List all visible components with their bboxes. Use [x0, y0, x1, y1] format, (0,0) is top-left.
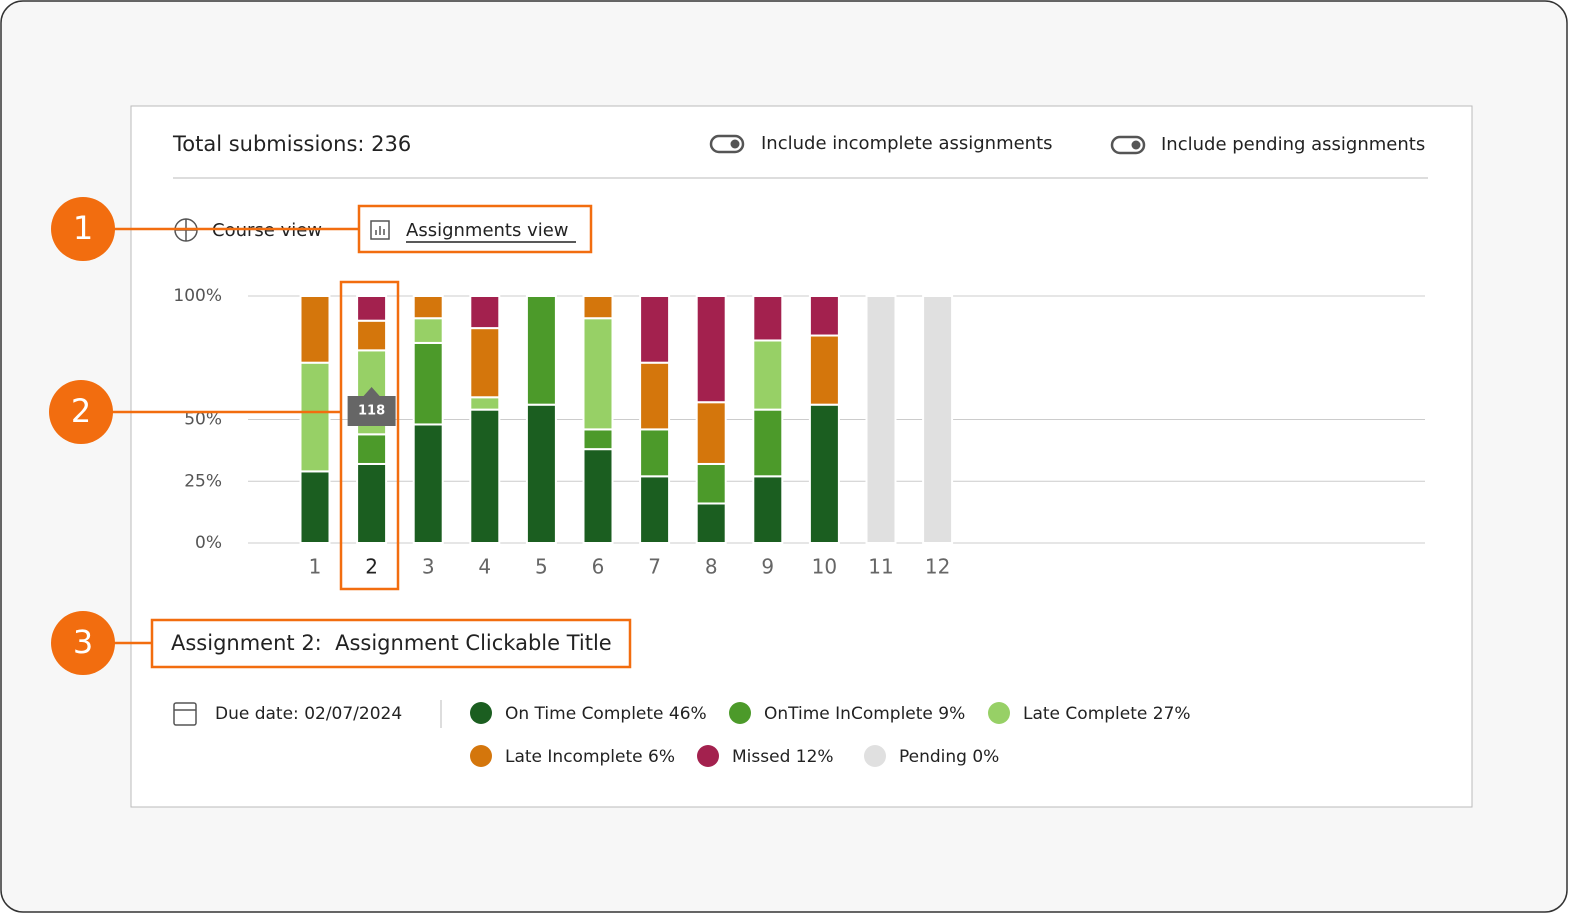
toggle[interactable] — [709, 134, 745, 154]
bar-segment — [808, 334, 840, 406]
toggle-knob — [730, 139, 740, 149]
chart-icon — [370, 220, 390, 240]
bar-segment — [639, 475, 671, 544]
bar-segment — [752, 339, 784, 411]
x-tick-label: 10 — [812, 555, 837, 579]
bar-segment — [865, 295, 897, 544]
toggle-label[interactable]: Include incomplete assignments — [761, 133, 1053, 154]
bar-segment — [582, 317, 614, 431]
bar-segment — [356, 462, 388, 544]
x-tick-label: 1 — [309, 555, 322, 579]
bar-segment — [525, 295, 557, 406]
y-tick-label: 50% — [184, 410, 222, 430]
bar-segment — [469, 396, 501, 411]
bar-segment — [412, 341, 444, 426]
annotation — [111, 204, 632, 669]
course-view-tab[interactable]: Course view — [212, 220, 322, 241]
toggle[interactable] — [1110, 135, 1146, 155]
legend-label: OnTime InComplete 9% — [764, 704, 965, 724]
legend-swatch — [470, 702, 492, 724]
x-tick-label: 8 — [705, 555, 718, 579]
legend: On Time Complete 46% OnTime InComplete 9%… — [470, 702, 1191, 767]
bar-segment — [639, 295, 671, 364]
calendar-icon — [173, 702, 197, 726]
legend-swatch — [988, 702, 1010, 724]
tooltip-box — [347, 387, 396, 426]
legend-swatch — [470, 745, 492, 767]
chart-icon — [375, 226, 385, 235]
y-tick-label: 0% — [195, 533, 222, 553]
bar-segment — [752, 475, 784, 544]
bar-segment — [695, 502, 727, 545]
toggle-label[interactable]: Include pending assignments — [1161, 134, 1425, 155]
bar-segment — [469, 408, 501, 544]
y-tick-label: 25% — [184, 471, 222, 491]
legend-label: Pending 0% — [899, 747, 999, 767]
bar-segment — [639, 428, 671, 478]
bar-segment — [639, 361, 671, 431]
assignment-title[interactable]: Assignment 2: Assignment Clickable Title — [171, 631, 612, 655]
toggle-knob — [1131, 140, 1141, 150]
x-tick-label: 6 — [592, 555, 605, 579]
bar-segment — [469, 295, 501, 330]
legend-label: Late Complete 27% — [1023, 704, 1191, 724]
bar-segment — [695, 401, 727, 465]
bar-segment — [525, 403, 557, 544]
bar-segment — [299, 295, 331, 364]
bar-segment — [582, 428, 614, 451]
x-tick-label: 2 — [365, 555, 378, 579]
card — [130, 105, 1473, 808]
y-tick-label: 100% — [173, 286, 222, 306]
legend-label: Late Incomplete 6% — [505, 747, 675, 767]
bar-segment — [412, 317, 444, 344]
bar-segment — [582, 448, 614, 545]
due-date: Due date: 02/07/2024 — [215, 704, 402, 724]
bar-segment — [299, 361, 331, 473]
x-tick-label: 9 — [761, 555, 774, 579]
x-tick-label: 12 — [925, 555, 950, 579]
bar-segment — [808, 403, 840, 544]
bar-segment — [356, 433, 388, 465]
bar-segment — [356, 295, 388, 322]
callout — [49, 380, 113, 444]
x-tick-label: 11 — [868, 555, 893, 579]
tooltip-text: 118 — [358, 404, 385, 419]
bar-segment — [922, 295, 954, 544]
bar-segment — [412, 423, 444, 544]
callout — [51, 611, 115, 675]
legend-swatch — [697, 745, 719, 767]
x-tick-label: 7 — [648, 555, 661, 579]
bar-segment — [752, 408, 784, 478]
x-tick-label: 3 — [422, 555, 435, 579]
bar-segment — [695, 295, 727, 404]
bar-segment — [469, 327, 501, 399]
legend-label: On Time Complete 46% — [505, 704, 707, 724]
bar-segment — [695, 462, 727, 505]
assignments-view-tab[interactable]: Assignments view — [406, 220, 569, 241]
bar-segment — [582, 295, 614, 320]
x-tick-label: 4 — [478, 555, 491, 579]
bar-segment — [356, 319, 388, 352]
callout-number: 1 — [73, 209, 93, 247]
callout-number: 3 — [73, 623, 93, 661]
legend-label: Missed 12% — [732, 747, 834, 767]
bar-segment — [299, 470, 331, 544]
callout — [51, 197, 115, 261]
bar-segment — [808, 295, 840, 337]
tooltip: 118 — [347, 387, 396, 426]
callout-number: 2 — [71, 392, 91, 430]
bar-segment — [412, 295, 444, 320]
legend-swatch — [864, 745, 886, 767]
total-submissions: Total submissions: 236 — [172, 132, 411, 156]
legend-swatch — [729, 702, 751, 724]
x-tick-label: 5 — [535, 555, 548, 579]
bar-segment — [752, 295, 784, 342]
